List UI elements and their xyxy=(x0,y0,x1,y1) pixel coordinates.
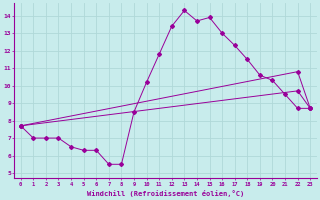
X-axis label: Windchill (Refroidissement éolien,°C): Windchill (Refroidissement éolien,°C) xyxy=(87,190,244,197)
